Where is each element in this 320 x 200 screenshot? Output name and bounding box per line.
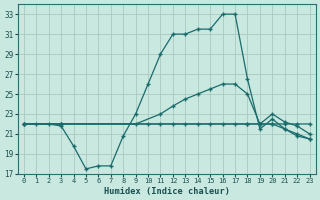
X-axis label: Humidex (Indice chaleur): Humidex (Indice chaleur) — [104, 187, 230, 196]
